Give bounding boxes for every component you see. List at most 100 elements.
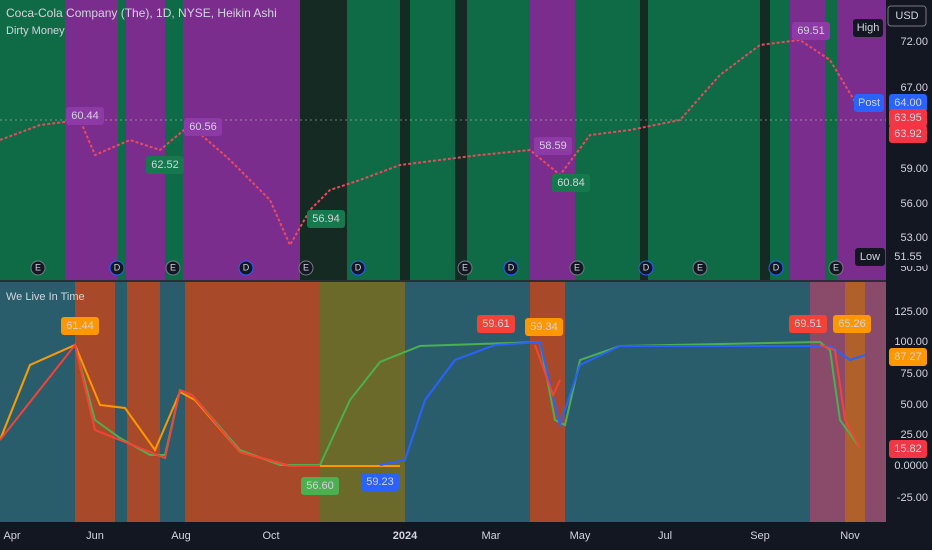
price-callout: 56.94 [312,213,340,225]
event-label: E [462,262,468,272]
price-callout: 60.56 [189,121,217,133]
price-callout: 60.44 [71,110,99,122]
osc-badge: 15.82 [894,443,922,455]
price-tick-label: 56.00 [900,198,928,210]
price-callout: 69.51 [797,25,825,37]
event-label: D [773,262,780,272]
price-callout-bg [552,174,590,192]
currency-button[interactable] [887,5,927,27]
event-marker [768,260,784,276]
price-tick-label: 53.00 [900,232,928,244]
event-label: E [35,262,41,272]
low-value: 51.55 [894,251,922,263]
top-bands [0,0,886,280]
indicator-title: Dirty Money [6,25,65,37]
low-value-bg [889,248,927,266]
event-marker [503,260,519,276]
event-marker [569,260,585,276]
price-callout-bg [184,118,222,136]
time-axis-bg [0,522,886,550]
date-label: May [570,530,591,542]
low-tag-bg [855,248,885,266]
post-tag: Post [858,97,880,109]
osc-tick-label: -25.00 [897,492,928,504]
date-label: 2024 [393,530,418,542]
low-tag: Low [860,251,880,263]
price-callout-bg [534,137,572,155]
osc-callout-bg [301,477,339,495]
high-tag: High [857,22,880,34]
event-label: D [508,262,515,272]
event-marker [30,260,46,276]
currency[interactable]: USD [895,10,918,22]
price-callout: 58.59 [539,140,567,152]
event-label: E [303,262,309,272]
event-marker [638,260,654,276]
date-label: Sep [750,530,770,542]
price-callout: 62.52 [151,159,179,171]
osc-tick-label: 100.00 [894,336,928,348]
event-marker [238,260,254,276]
osc-callout-bg [789,315,827,333]
price-candles [0,38,861,248]
osc-tick-label: 0.0000 [894,460,928,472]
event-label: D [243,262,250,272]
price-callout-bg [66,107,104,125]
event-label: D [114,262,121,272]
price-callout-bg [792,22,830,40]
date-label: Oct [262,530,279,542]
date-label: Aug [171,530,191,542]
event-marker [828,260,844,276]
osc-callout: 65.26 [838,318,866,330]
event-label: E [574,262,580,272]
event-marker [109,260,125,276]
price-badge: 63.92 [894,128,922,140]
event-label: E [170,262,176,272]
osc-callout-bg [525,318,563,336]
osc-tick-label: 125.00 [894,306,928,318]
event-label: D [643,262,650,272]
osc-callout: 59.61 [482,318,510,330]
osc-callout-bg [833,315,871,333]
post-tag-bg [854,94,884,112]
post-value-bg [889,94,927,112]
event-marker [298,260,314,276]
price-tick-label: 72.00 [900,36,928,48]
price-tick-label: 59.00 [900,163,928,175]
osc-callout: 69.51 [794,318,822,330]
price-badge-bg [889,109,927,127]
osc-tick-label: 50.00 [900,399,928,411]
osc-tick-label: 25.00 [900,429,928,441]
osc-callout: 59.23 [366,476,394,488]
date-label: Jul [658,530,672,542]
price-badge-bg [889,125,927,143]
osc-callout: 59.34 [530,321,558,333]
osc-badge-bg [889,440,927,458]
bottom-bands [0,282,886,522]
price-axis-bg [886,0,932,550]
date-label: Nov [840,530,860,542]
symbol-title: Coca-Cola Company (The), 1D, NYSE, Heiki… [6,6,277,20]
price-callout-bg [307,210,345,228]
price-tick-label: 67.00 [900,82,928,94]
osc-badge-bg [889,348,927,366]
osc-badge: 87.27 [894,351,922,363]
event-marker [350,260,366,276]
osc-callout: 56.60 [306,480,334,492]
osc-tick-label: 75.00 [900,368,928,380]
event-label: E [697,262,703,272]
price-callout-bg [146,156,184,174]
osc-callout-bg [361,473,399,491]
high-tag-bg [853,19,883,37]
date-label: Apr [3,530,20,542]
date-label: Jun [86,530,104,542]
osc-callout: 61.44 [66,320,94,332]
price-callout: 60.84 [557,177,585,189]
price-badge: 63.95 [894,112,922,124]
event-label: E [833,262,839,272]
oscillator-lines [0,340,866,467]
osc-callout-bg [477,315,515,333]
event-label: D [355,262,362,272]
date-label: Mar [482,530,501,542]
